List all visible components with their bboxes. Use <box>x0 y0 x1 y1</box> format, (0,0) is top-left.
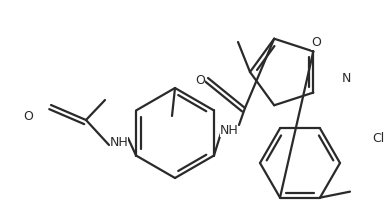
Text: NH: NH <box>220 124 238 137</box>
Text: N: N <box>342 72 351 84</box>
Text: O: O <box>311 36 321 50</box>
Text: Cl: Cl <box>372 131 384 145</box>
Text: O: O <box>195 74 205 86</box>
Text: NH: NH <box>110 137 128 149</box>
Text: O: O <box>23 109 33 122</box>
